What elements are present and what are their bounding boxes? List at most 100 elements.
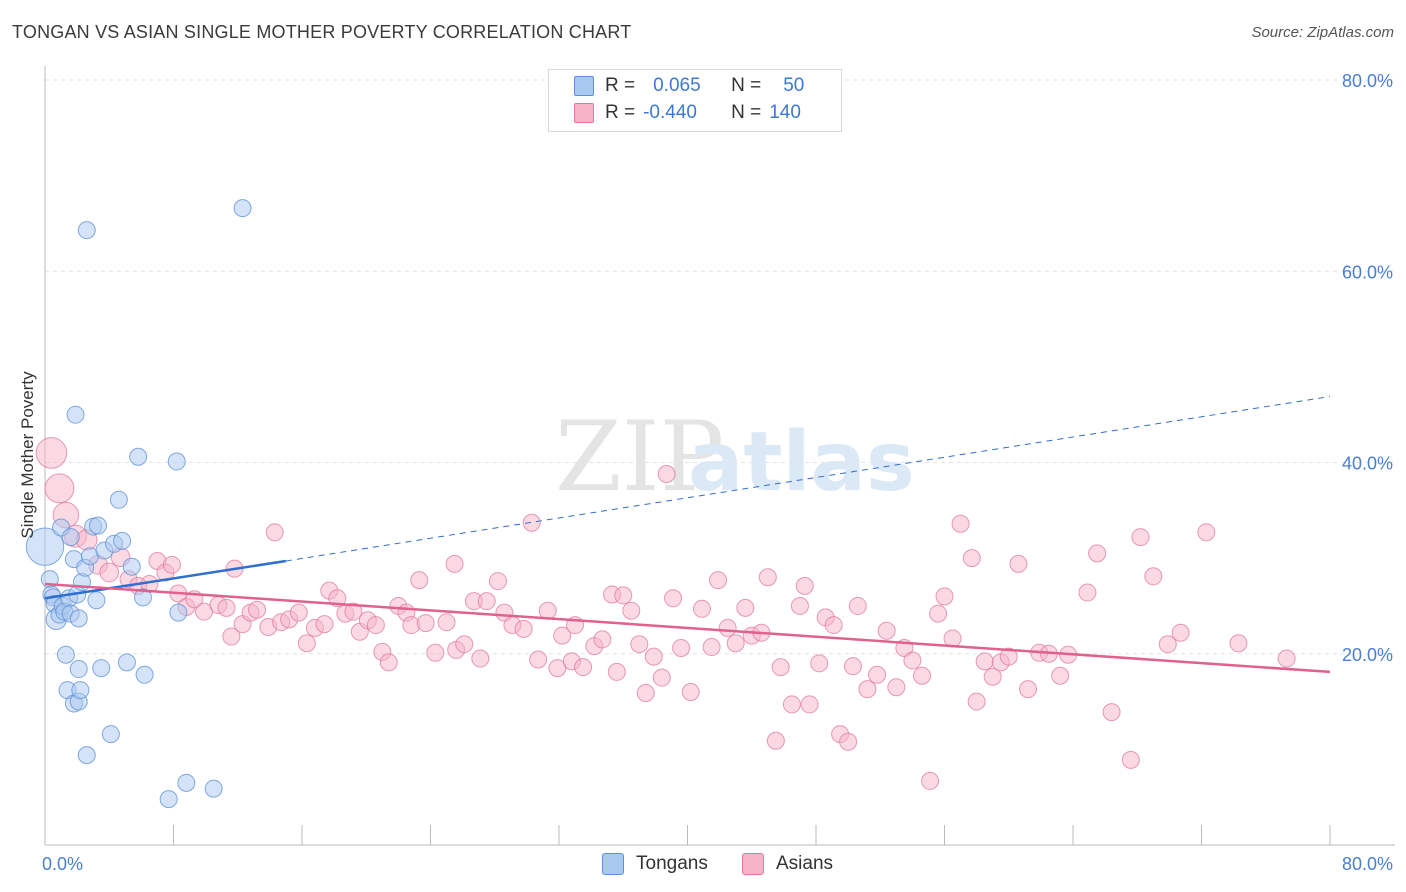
asian-point xyxy=(644,647,663,666)
asian-point xyxy=(445,554,464,573)
source-label: Source: ZipAtlas.com xyxy=(1251,24,1394,41)
asian-point xyxy=(607,662,626,681)
tongan-point xyxy=(109,490,128,509)
asian-point xyxy=(289,603,308,622)
asian-point xyxy=(810,654,829,673)
asian-point xyxy=(1102,703,1121,722)
asian-point xyxy=(1088,544,1107,563)
asian-point xyxy=(265,523,284,542)
legend-r-value: -0.440 xyxy=(643,102,697,123)
asian-point xyxy=(1078,583,1097,602)
asian-point xyxy=(529,650,548,669)
legend-row-tongans: R = 0.065 N = 50 xyxy=(549,73,804,99)
bottom-legend-label-asians: Asians xyxy=(776,853,834,874)
bottom-legend-asians: Asians xyxy=(742,851,833,877)
asian-point xyxy=(538,601,557,620)
asian-point xyxy=(162,555,181,574)
tongan-point xyxy=(61,528,80,547)
legend-n-value: 140 xyxy=(769,102,801,123)
asian-point xyxy=(887,678,906,697)
tongan-point xyxy=(167,452,186,471)
asian-point xyxy=(593,630,612,649)
asian-point xyxy=(664,589,683,608)
tongan-point xyxy=(66,405,85,424)
chart-title: TONGAN VS ASIAN SINGLE MOTHER POVERTY CO… xyxy=(12,22,632,42)
trend-lines xyxy=(44,396,1331,674)
asian-point xyxy=(929,604,948,623)
asian-point xyxy=(522,513,541,532)
asian-point xyxy=(1197,523,1216,542)
asian-point xyxy=(692,599,711,618)
asian-point xyxy=(426,643,445,662)
asian-point xyxy=(1277,649,1296,668)
asian-point xyxy=(344,602,363,621)
tongan-point xyxy=(129,447,148,466)
tongan-point xyxy=(177,773,196,792)
asian-trend-line xyxy=(44,582,1331,674)
tongan-point xyxy=(101,725,120,744)
asian-point xyxy=(903,651,922,670)
asian-point xyxy=(951,514,970,533)
legend: R = 0.065 N = 50 R = -0.440 N = 140 xyxy=(548,69,842,132)
tongan-point xyxy=(117,653,136,672)
asian-point xyxy=(848,596,867,615)
legend-r-value: 0.065 xyxy=(653,75,701,96)
asian-point xyxy=(488,572,507,591)
bottom-legend-swatch-asians xyxy=(742,853,764,875)
y-tick-label: 80.0% xyxy=(1342,71,1393,91)
tongan-point xyxy=(169,603,188,622)
asian-point xyxy=(366,616,385,635)
data-points xyxy=(25,199,1296,809)
y-tick-label: 40.0% xyxy=(1342,454,1393,474)
asian-point xyxy=(410,571,429,590)
asian-point xyxy=(217,598,236,617)
asian-point xyxy=(553,626,572,645)
tongan-point xyxy=(77,746,96,765)
tongan-point xyxy=(69,660,88,679)
asian-point xyxy=(1019,680,1038,699)
bottom-legend-swatch-tongans xyxy=(602,853,624,875)
asian-point xyxy=(935,587,954,606)
asian-point xyxy=(297,634,316,653)
asian-point xyxy=(858,680,877,699)
legend-swatch-asians xyxy=(574,103,594,123)
legend-r-label: R = xyxy=(605,75,636,96)
asian-point xyxy=(379,653,398,672)
asian-point xyxy=(962,549,981,568)
legend-n-label: N = xyxy=(731,75,762,96)
asian-point xyxy=(614,586,633,605)
asian-point xyxy=(877,621,896,640)
x-tick-label: 0.0% xyxy=(42,854,83,874)
asian-point xyxy=(702,638,721,657)
x-tick-label: 80.0% xyxy=(1342,854,1393,874)
asian-point xyxy=(35,437,68,469)
asian-point xyxy=(771,658,790,677)
bottom-legend-tongans: Tongans xyxy=(602,851,708,877)
asian-point xyxy=(868,665,887,684)
tongan-point xyxy=(113,531,132,550)
tongan-point xyxy=(135,665,154,684)
tongan-point xyxy=(87,591,106,610)
asian-point xyxy=(943,629,962,648)
asian-point xyxy=(758,568,777,587)
asian-point xyxy=(983,667,1002,686)
asian-point xyxy=(652,668,671,687)
tongan-point xyxy=(233,199,252,218)
legend-row-asians: R = -0.440 N = 140 xyxy=(549,100,801,126)
asian-point xyxy=(1144,567,1163,586)
tongan-point xyxy=(77,221,96,240)
asian-point xyxy=(766,731,785,750)
tongan-point xyxy=(159,790,178,809)
bottom-legend-label-tongans: Tongans xyxy=(636,853,708,874)
tongan-trend-line xyxy=(44,559,287,600)
asian-point xyxy=(514,619,533,638)
asian-point xyxy=(790,596,809,615)
y-tick-label: 60.0% xyxy=(1342,262,1393,282)
asian-point xyxy=(718,618,737,637)
asian-point xyxy=(800,695,819,714)
tongan-point xyxy=(133,588,152,607)
asian-point xyxy=(824,616,843,635)
asian-point xyxy=(709,571,728,590)
asian-point xyxy=(1009,554,1028,573)
asian-point xyxy=(1158,635,1177,654)
